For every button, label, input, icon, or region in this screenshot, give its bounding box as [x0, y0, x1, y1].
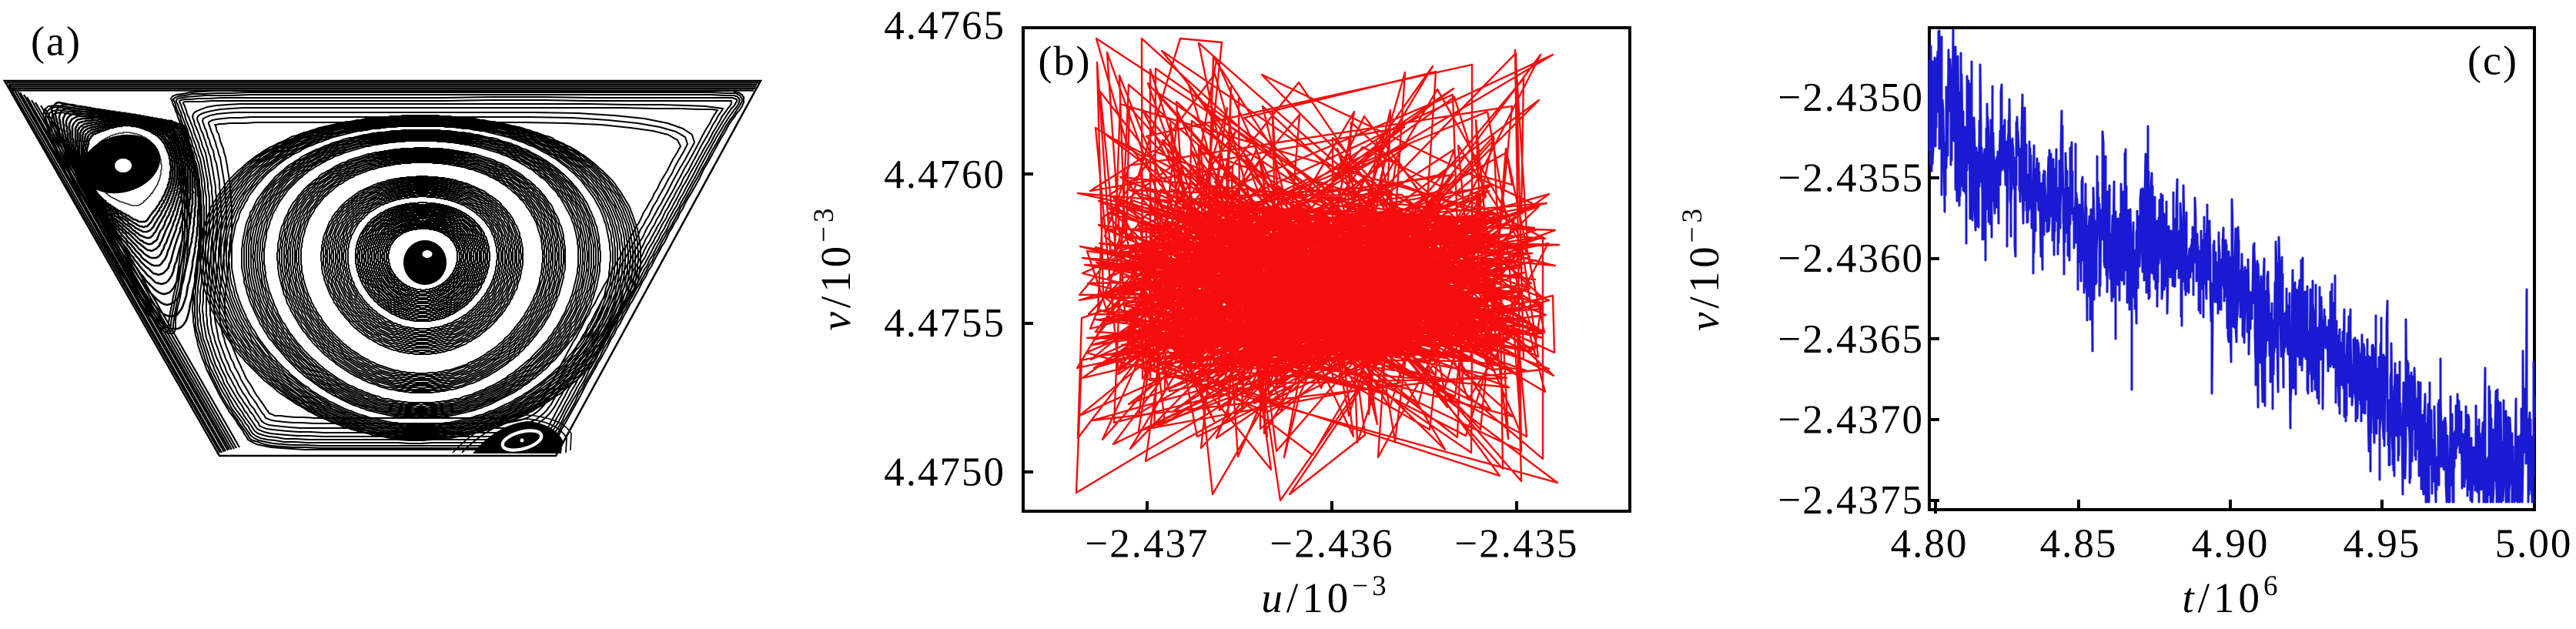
svg-text:(c): (c) [2467, 38, 2518, 84]
svg-text:(a): (a) [31, 18, 82, 65]
svg-text:4.4755: 4.4755 [884, 301, 1005, 346]
svg-text:4.4750: 4.4750 [884, 450, 1005, 495]
svg-text:(b): (b) [1039, 38, 1092, 84]
svg-text:t/106: t/106 [2182, 570, 2281, 621]
svg-text:−2.4375: −2.4375 [1778, 478, 1924, 523]
svg-text:−2.4355: −2.4355 [1778, 156, 1924, 200]
svg-text:5.00: 5.00 [2495, 522, 2573, 567]
svg-text:u/10−3: u/10−3 [1261, 570, 1390, 621]
svg-text:−2.436: −2.436 [1270, 522, 1393, 567]
svg-text:−2.4360: −2.4360 [1778, 236, 1924, 281]
svg-text:4.80: 4.80 [1891, 522, 1969, 567]
svg-text:−2.437: −2.437 [1085, 522, 1209, 567]
svg-text:4.4765: 4.4765 [884, 4, 1005, 49]
svg-text:−2.435: −2.435 [1454, 522, 1578, 567]
svg-text:−2.4350: −2.4350 [1778, 75, 1924, 120]
svg-text:4.4760: 4.4760 [884, 152, 1005, 197]
svg-text:4.85: 4.85 [2040, 522, 2118, 567]
svg-text:4.95: 4.95 [2343, 522, 2421, 567]
svg-text:−2.4365: −2.4365 [1778, 317, 1924, 362]
svg-text:v/10−3: v/10−3 [1677, 205, 1728, 331]
svg-text:−2.4370: −2.4370 [1778, 398, 1924, 443]
svg-text:4.90: 4.90 [2192, 522, 2270, 567]
